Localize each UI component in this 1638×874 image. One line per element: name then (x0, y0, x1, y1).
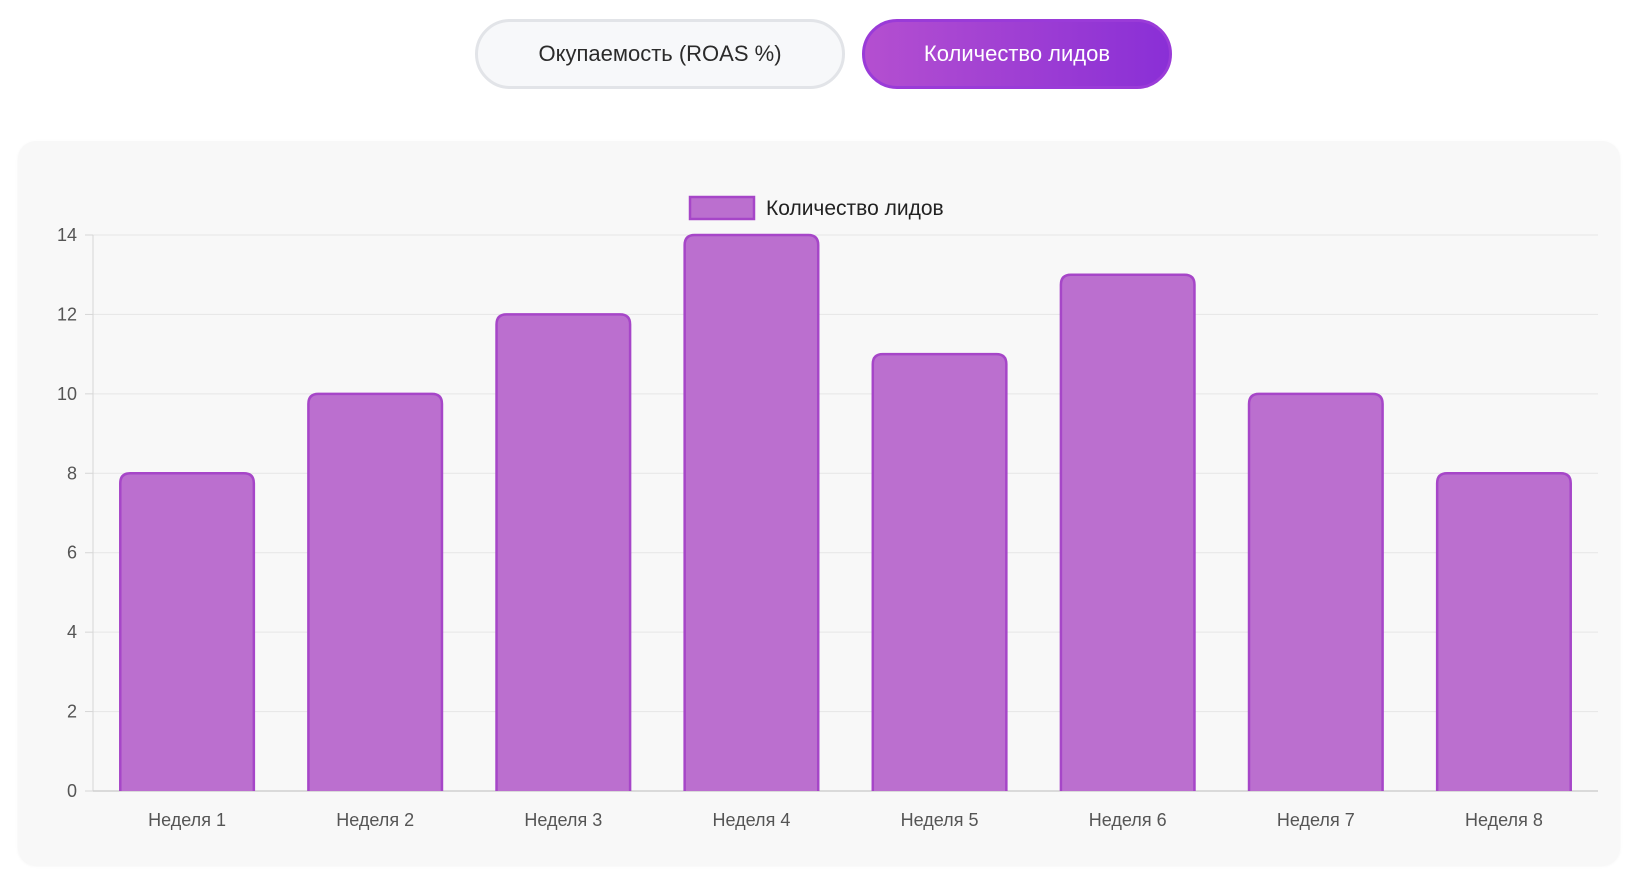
legend-swatch (688, 195, 756, 221)
y-tick-label: 4 (67, 622, 77, 642)
bar[interactable] (1435, 472, 1572, 791)
x-tick-label: Неделя 8 (1465, 810, 1543, 830)
bar[interactable] (307, 392, 444, 791)
y-tick-label: 0 (67, 781, 77, 801)
x-tick-label: Неделя 3 (524, 810, 602, 830)
x-tick-label: Неделя 7 (1277, 810, 1355, 830)
x-tick-label: Неделя 1 (148, 810, 226, 830)
chart-mode-tabs: Окупаемость (ROAS %) Количество лидов (0, 19, 1638, 89)
bar[interactable] (1247, 392, 1384, 791)
tab-leads-label: Количество лидов (923, 41, 1111, 66)
bars (119, 233, 1572, 791)
bar[interactable] (683, 233, 820, 791)
x-tick-label: Неделя 2 (336, 810, 414, 830)
x-tick-label: Неделя 4 (713, 810, 791, 830)
bar[interactable] (119, 472, 256, 791)
tab-roas-label: Окупаемость (ROAS %) (538, 41, 782, 66)
y-tick-label: 10 (57, 384, 77, 404)
tab-leads[interactable]: Количество лидов (862, 19, 1172, 89)
bar[interactable] (495, 313, 632, 791)
y-tick-label: 8 (67, 463, 77, 483)
bar[interactable] (1059, 273, 1196, 791)
legend: Количество лидов (688, 195, 944, 221)
x-tick-label: Неделя 6 (1089, 810, 1167, 830)
y-tick-label: 14 (57, 225, 77, 245)
bar[interactable] (871, 352, 1008, 791)
y-tick-label: 2 (67, 702, 77, 722)
tab-roas[interactable]: Окупаемость (ROAS %) (475, 19, 845, 89)
x-tick-label: Неделя 5 (901, 810, 979, 830)
legend-label: Количество лидов (766, 197, 944, 220)
y-tick-label: 12 (57, 304, 77, 324)
y-tick-label: 6 (67, 543, 77, 563)
